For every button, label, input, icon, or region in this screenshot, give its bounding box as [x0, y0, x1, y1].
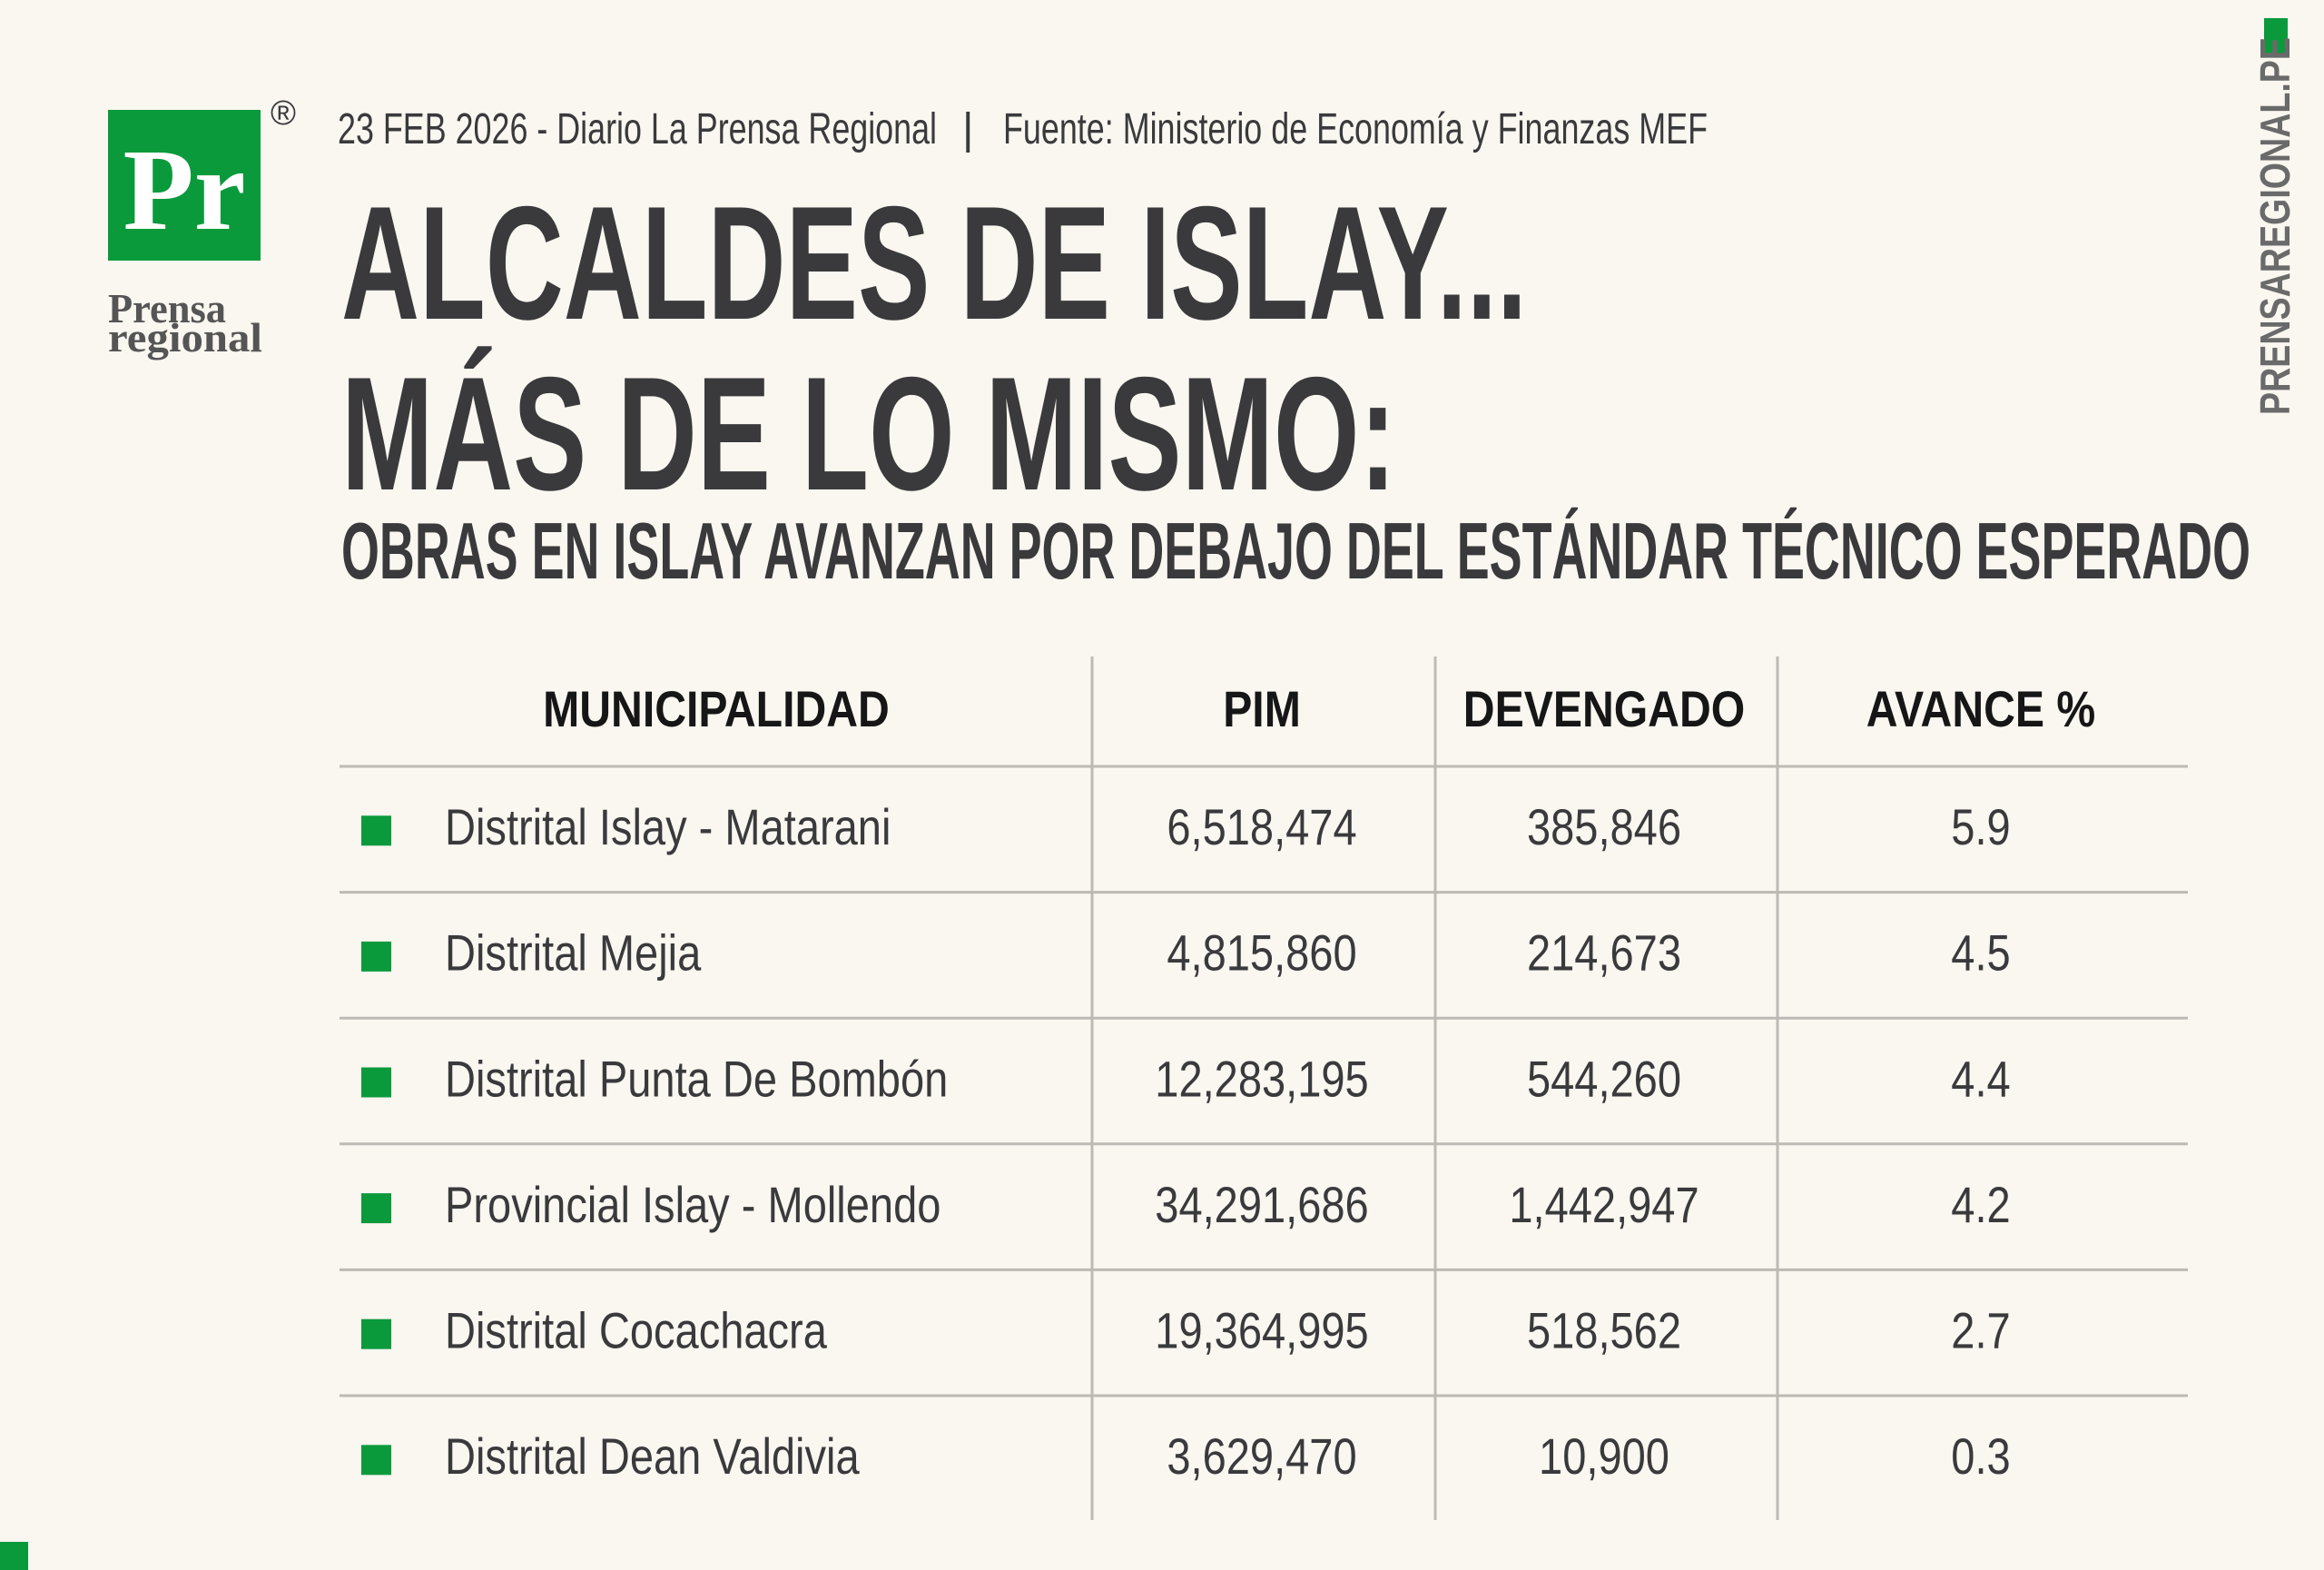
dateline: 23 FEB 2026 - Diario La Prensa Regional [338, 105, 937, 153]
cell-value: 2.7 [1951, 1301, 2010, 1358]
row-bullet [361, 941, 391, 972]
cell-value: 0.3 [1951, 1427, 2010, 1485]
side-text: PRENSAREGIONAL.PE [2251, 37, 2299, 415]
municipality: Distrital Mejia [445, 924, 702, 982]
cell-value: 6,518,474 [1167, 798, 1356, 855]
cell-value: 4.5 [1951, 924, 2010, 982]
row-bullet [361, 1318, 391, 1349]
separator: | [962, 105, 973, 153]
accent [2264, 18, 2288, 54]
cell-value: 214,673 [1527, 924, 1681, 982]
cell-value: 12,283,195 [1155, 1050, 1368, 1107]
municipality: Distrital Punta De Bombón [445, 1050, 948, 1107]
row-bullet [361, 1445, 391, 1476]
cell-value: 10,900 [1539, 1427, 1669, 1485]
cell-value: 3,629,470 [1167, 1427, 1356, 1485]
cell-value: 544,260 [1527, 1050, 1681, 1107]
municipality: Distrital Cocachacra [445, 1301, 828, 1358]
registered-mark: ® [271, 94, 296, 133]
cell-value: 4,815,860 [1167, 924, 1356, 982]
cell-value: 518,562 [1527, 1301, 1681, 1358]
row-bullet [361, 1193, 391, 1224]
cell-value: 4.2 [1951, 1176, 2010, 1233]
cell-value: 19,364,995 [1155, 1301, 1368, 1358]
logo-box [108, 110, 261, 261]
column-header: MUNICIPALIDAD [543, 680, 890, 737]
source: Fuente: Ministerio de Economía y Finanza… [1003, 105, 1708, 153]
column-header: PIM [1223, 680, 1301, 737]
municipality: Distrital Islay - Matarani [445, 798, 891, 855]
cell-value: 34,291,686 [1155, 1176, 1368, 1233]
cell-value: 385,846 [1527, 798, 1681, 855]
subtitle: OBRAS EN ISLAY AVANZAN POR DEBAJO DEL ES… [341, 506, 2250, 596]
row-bullet [361, 815, 391, 846]
table: MUNICIPALIDAD PIM DEVENGADO AVANCE % Distrit… [340, 657, 2188, 1520]
cell-value: 5.9 [1951, 798, 2010, 855]
row-bullet [361, 1067, 391, 1098]
title: ALCALDES DE ISLAY... [341, 173, 1527, 353]
logo-name: regional [108, 314, 262, 360]
municipality: Distrital Dean Valdivia [445, 1427, 860, 1485]
accent [0, 1542, 28, 1570]
column-header: DEVENGADO [1463, 680, 1745, 737]
cell-value: 4.4 [1951, 1050, 2010, 1107]
column-header: AVANCE % [1866, 680, 2095, 737]
logo-mark: Pr [123, 125, 246, 254]
title: MÁS DE LO MISMO: [341, 343, 1396, 524]
logo-name: Prensa [108, 285, 226, 331]
municipality: Provincial Islay - Mollendo [445, 1176, 940, 1233]
cell-value: 1,442,947 [1509, 1176, 1699, 1233]
